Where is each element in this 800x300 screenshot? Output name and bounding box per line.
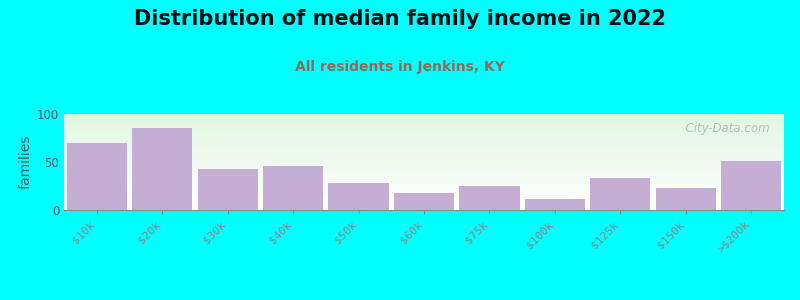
Bar	[132, 128, 192, 210]
Text: Distribution of median family income in 2022: Distribution of median family income in …	[134, 9, 666, 29]
Bar	[459, 186, 519, 210]
Bar	[198, 169, 258, 210]
Bar	[590, 178, 650, 210]
Bar	[721, 161, 782, 210]
Bar	[656, 188, 716, 210]
Bar	[525, 200, 585, 210]
Text: City-Data.com: City-Data.com	[678, 122, 770, 135]
Text: All residents in Jenkins, KY: All residents in Jenkins, KY	[295, 60, 505, 74]
Bar	[394, 193, 454, 210]
Bar	[329, 183, 389, 210]
Bar	[263, 166, 323, 210]
Y-axis label: families: families	[18, 135, 33, 189]
Bar	[66, 143, 127, 210]
